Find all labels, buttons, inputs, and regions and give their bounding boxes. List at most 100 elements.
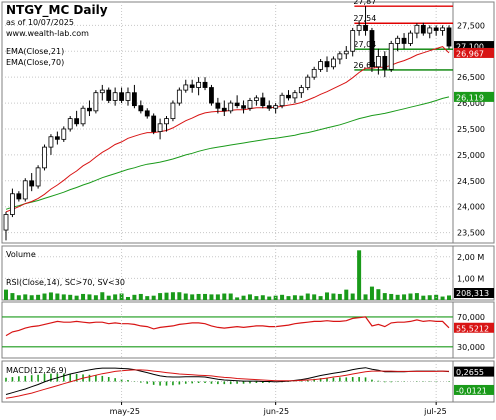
- candle-body: [286, 94, 291, 99]
- volume-bar: [376, 289, 381, 300]
- x-tick-label: jul-25: [423, 407, 447, 416]
- volume-bar: [395, 294, 400, 300]
- candle-body: [3, 214, 9, 231]
- candle-body: [408, 32, 413, 44]
- candle-body: [382, 56, 388, 70]
- price-frame: [1, 1, 495, 244]
- candle-body: [144, 110, 150, 117]
- volume-bar: [100, 292, 105, 300]
- candle-body: [138, 105, 144, 112]
- level-label: 27,04: [353, 40, 376, 49]
- volume-bar: [267, 296, 272, 300]
- level-label: 27,87: [353, 0, 376, 6]
- candle-body: [170, 102, 176, 120]
- volume-bar: [145, 296, 150, 300]
- candle-body: [221, 107, 227, 112]
- volume-tick-label: 2,00 M: [457, 253, 484, 262]
- rsi-frame: [1, 301, 495, 359]
- candle-body: [228, 102, 234, 112]
- volume-bar: [337, 293, 342, 300]
- volume-bar: [421, 295, 426, 300]
- candle-body: [99, 89, 105, 94]
- candle-body: [253, 97, 259, 101]
- volume-bar: [138, 293, 143, 300]
- volume-bar: [312, 294, 317, 300]
- candle-body: [292, 92, 298, 99]
- ema21-label: EMA(Close,21): [6, 47, 64, 56]
- candle-body: [266, 105, 272, 109]
- candle-body: [106, 89, 112, 101]
- last-price-badge: 26,119: [456, 93, 484, 102]
- candle-body: [343, 50, 349, 55]
- rsi-panel: 70,000 30,000 55,5212: [1, 301, 495, 359]
- volume-bar: [119, 293, 124, 300]
- candle-body: [279, 94, 285, 107]
- candle-body: [164, 118, 169, 125]
- level-label: 26,64: [353, 61, 376, 70]
- candle-body: [35, 167, 41, 187]
- volume-bar: [305, 293, 310, 300]
- candle-body: [234, 102, 240, 107]
- level-label: 27,54: [353, 14, 376, 23]
- candle-body: [48, 136, 54, 148]
- candle-body: [112, 92, 118, 101]
- volume-bar: [382, 293, 387, 300]
- volume-bar: [61, 294, 66, 300]
- candle-body: [93, 92, 99, 112]
- volume-bar: [325, 292, 330, 300]
- candle-body: [311, 68, 317, 78]
- ema70-line: [5, 96, 450, 210]
- candle-body: [119, 92, 124, 101]
- volume-bar: [447, 295, 451, 300]
- candle-body: [350, 30, 356, 52]
- price-tick-label: 24,500: [457, 177, 485, 186]
- volume-last-badge: 208,313: [456, 289, 489, 298]
- volume-bar: [357, 250, 362, 300]
- candle-body: [87, 107, 92, 112]
- last-price-badge: 27,100: [456, 43, 484, 52]
- volume-bar: [299, 295, 304, 300]
- volume-title: Volume: [6, 250, 36, 259]
- volume-bar: [235, 297, 240, 300]
- price-tick-label: 24,000: [457, 203, 485, 212]
- candle-body: [10, 193, 15, 215]
- candle-body: [61, 128, 67, 140]
- volume-bar: [363, 294, 368, 300]
- price-tick-label: 23,500: [457, 229, 485, 238]
- volume-bar: [190, 294, 195, 300]
- volume-bar: [331, 293, 336, 300]
- volume-bar: [23, 294, 28, 300]
- volume-panel: 2,00 M 1,00 M 208,313: [1, 245, 495, 301]
- volume-bar: [215, 294, 220, 300]
- price-tick-label: 25,500: [457, 125, 485, 134]
- candle-body: [331, 58, 336, 68]
- candle-body: [414, 24, 420, 34]
- volume-bar: [36, 294, 41, 300]
- candle-body: [54, 136, 60, 140]
- chart-subtitle: as of 10/07/2025: [6, 18, 74, 27]
- rsi-last-badge: 55,5212: [456, 324, 489, 333]
- volume-last-badge-bg: [454, 288, 494, 298]
- last-price-badge-bg: [454, 47, 494, 58]
- macd-signal-line: [5, 369, 450, 399]
- price-tick-label: 26,000: [457, 99, 485, 108]
- volume-bar: [254, 296, 259, 300]
- volume-bar: [183, 293, 188, 300]
- price-tick-label: 26,500: [457, 73, 485, 82]
- rsi-tick-label: 70,000: [457, 313, 485, 322]
- volume-bar: [280, 294, 285, 300]
- candle-body: [67, 118, 73, 130]
- volume-bar: [170, 292, 175, 300]
- macd-panel: 0,2655 -0,0121: [1, 360, 495, 403]
- volume-bar: [286, 296, 291, 300]
- ema21-line: [5, 46, 450, 213]
- candle-body: [446, 27, 452, 47]
- candle-body: [29, 180, 35, 187]
- volume-bar: [260, 295, 265, 300]
- volume-bar: [4, 289, 8, 300]
- candle-body: [260, 97, 266, 107]
- chart-title: NTGY_MC Daily: [6, 3, 108, 18]
- candle-body: [209, 87, 214, 104]
- candle-body: [247, 100, 253, 109]
- macd-last-badge-bg: [454, 366, 494, 377]
